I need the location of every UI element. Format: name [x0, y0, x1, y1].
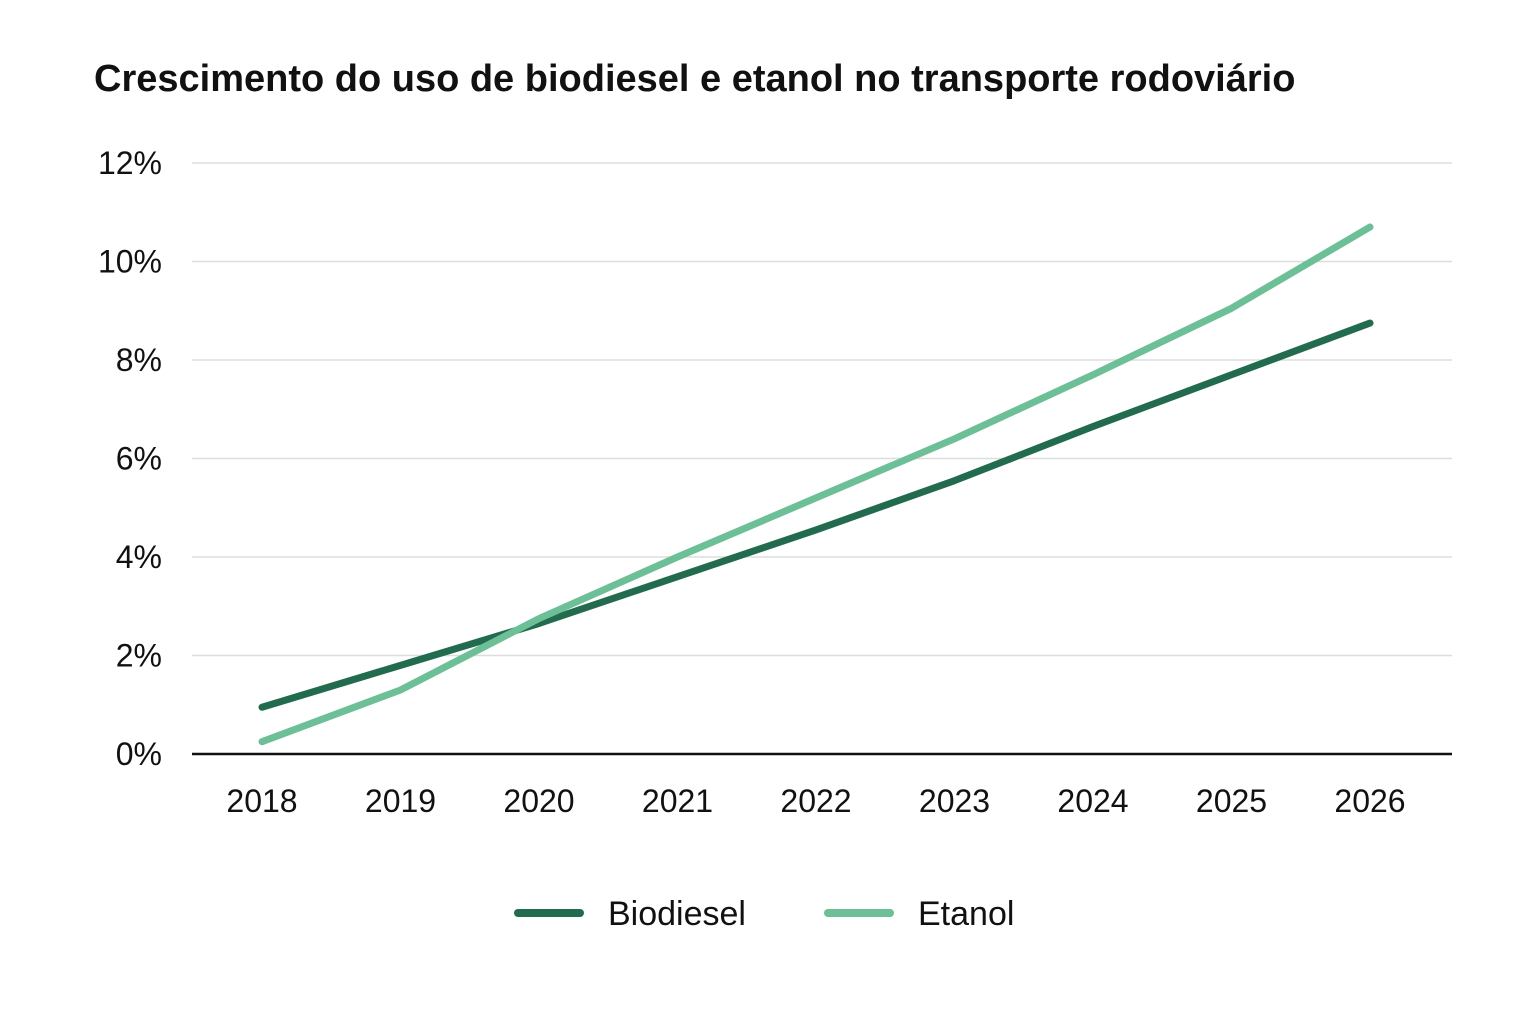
x-tick-label: 2019 [365, 783, 436, 819]
data-point-biodiesel [814, 528, 818, 532]
series-line-biodiesel [258, 319, 1374, 711]
data-point-biodiesel [953, 479, 956, 483]
y-tick-label: 0% [116, 736, 162, 772]
data-point-biodiesel [260, 705, 264, 709]
y-axis: 0% 2% 4% 6% 8% 10% 12% [98, 145, 162, 772]
data-point-biodiesel [1230, 373, 1233, 377]
y-tick-label: 2% [116, 638, 162, 674]
series-lines [258, 223, 1374, 746]
legend-item-etanol: Etanol [824, 895, 1014, 933]
x-tick-label: 2026 [1334, 783, 1405, 819]
x-tick-label: 2018 [226, 783, 297, 819]
data-point-etanol [1368, 225, 1372, 229]
data-point-etanol [1091, 373, 1095, 377]
legend: Biodiesel Etanol [514, 895, 1014, 933]
x-tick-label: 2021 [642, 783, 713, 819]
y-tick-label: 4% [116, 539, 162, 575]
gridlines [192, 162, 1452, 657]
data-point-biodiesel [676, 575, 679, 579]
data-point-etanol [814, 496, 818, 500]
data-point-etanol [537, 617, 541, 621]
series-line-etanol [258, 223, 1374, 746]
chart-title: Crescimento do uso de biodiesel e etanol… [94, 58, 1295, 100]
x-tick-label: 2024 [1057, 783, 1128, 819]
legend-item-biodiesel: Biodiesel [514, 895, 746, 933]
x-tick-label: 2023 [919, 783, 990, 819]
y-tick-label: 6% [116, 441, 162, 477]
legend-label: Biodiesel [608, 895, 746, 933]
data-point-etanol [260, 740, 264, 744]
data-point-biodiesel [399, 663, 402, 667]
x-axis: 2018 2019 2020 2021 2022 2023 2024 2025 2026 [192, 752, 1452, 819]
data-point-biodiesel [1368, 321, 1372, 325]
y-tick-label: 10% [98, 244, 162, 280]
data-point-etanol [953, 437, 956, 441]
data-point-biodiesel [1091, 424, 1095, 428]
y-tick-label: 12% [98, 145, 162, 181]
x-tick-label: 2025 [1196, 783, 1267, 819]
data-point-etanol [1230, 306, 1233, 310]
x-tick-label: 2020 [503, 783, 574, 819]
data-point-etanol [676, 555, 679, 559]
y-tick-label: 8% [116, 342, 162, 378]
legend-label: Etanol [918, 895, 1014, 933]
data-point-etanol [399, 688, 402, 692]
x-tick-label: 2022 [780, 783, 851, 819]
